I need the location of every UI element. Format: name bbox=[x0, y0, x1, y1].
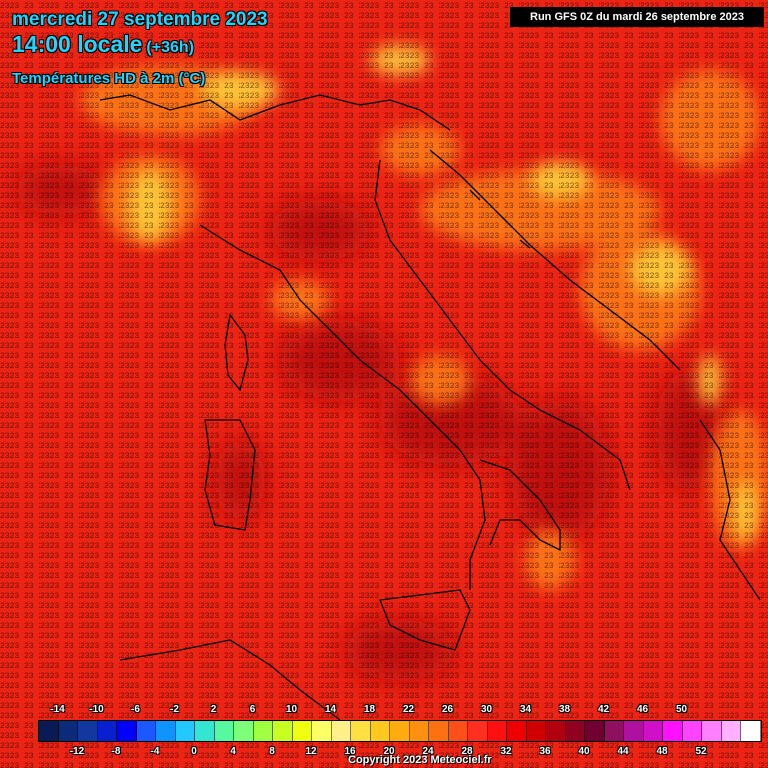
scale-label-top: 42 bbox=[597, 704, 610, 715]
scale-label-bottom: 0 bbox=[191, 746, 197, 757]
scale-swatch bbox=[175, 721, 195, 741]
scale-swatch bbox=[526, 721, 546, 741]
scale-swatch bbox=[507, 721, 527, 741]
scale-label-bottom: 40 bbox=[578, 746, 590, 757]
scale-label-top: -6 bbox=[131, 704, 140, 715]
copyright-text: Copyright 2023 Meteociel.fr bbox=[348, 754, 492, 766]
color-scale bbox=[38, 720, 762, 742]
scale-label-bottom: 44 bbox=[617, 746, 629, 757]
scale-swatch bbox=[195, 721, 215, 741]
scale-swatch bbox=[624, 721, 644, 741]
scale-label-top: -14 bbox=[50, 704, 65, 715]
scale-label-top: 38 bbox=[558, 704, 571, 715]
scale-label-top: 14 bbox=[324, 704, 337, 715]
scale-label-bottom: 28 bbox=[461, 746, 473, 757]
scale-label-bottom: -8 bbox=[111, 746, 121, 757]
scale-label-bottom: 48 bbox=[656, 746, 668, 757]
scale-label-top: -10 bbox=[89, 704, 104, 715]
scale-swatch bbox=[604, 721, 624, 741]
scale-swatch bbox=[390, 721, 410, 741]
scale-label-bottom: 24 bbox=[422, 746, 434, 757]
scale-swatch bbox=[702, 721, 722, 741]
scale-swatch bbox=[487, 721, 507, 741]
scale-swatch bbox=[721, 721, 741, 741]
scale-swatch bbox=[312, 721, 332, 741]
forecast-offset: (+36h) bbox=[146, 39, 194, 56]
scale-swatch bbox=[682, 721, 702, 741]
scale-swatch bbox=[117, 721, 137, 741]
scale-label-top: 2 bbox=[210, 704, 217, 715]
scale-swatch bbox=[273, 721, 293, 741]
scale-label-top: 26 bbox=[441, 704, 454, 715]
scale-swatch bbox=[58, 721, 78, 741]
scale-swatch bbox=[565, 721, 585, 741]
scale-label-bottom: 32 bbox=[500, 746, 512, 757]
scale-label-bottom: 20 bbox=[383, 746, 395, 757]
scale-swatch bbox=[136, 721, 156, 741]
scale-swatch bbox=[253, 721, 273, 741]
scale-label-top: 6 bbox=[249, 704, 256, 715]
forecast-time-label: 14:00 locale bbox=[12, 31, 143, 57]
scale-swatch bbox=[448, 721, 468, 741]
scale-swatch bbox=[546, 721, 566, 741]
scale-label-bottom: 16 bbox=[344, 746, 356, 757]
scale-swatch bbox=[331, 721, 351, 741]
forecast-time: 14:00 locale (+36h) bbox=[12, 31, 194, 58]
scale-swatch bbox=[663, 721, 683, 741]
scale-label-top: 50 bbox=[675, 704, 688, 715]
scale-swatch bbox=[468, 721, 488, 741]
scale-label-bottom: -4 bbox=[150, 746, 160, 757]
scale-label-bottom: 52 bbox=[695, 746, 707, 757]
scale-label-top: 18 bbox=[363, 704, 376, 715]
coastlines bbox=[99, 94, 761, 721]
scale-swatch bbox=[741, 721, 761, 741]
forecast-date: mercredi 27 septembre 2023 bbox=[12, 9, 268, 30]
parameter-label: Températures HD à 2m (°C) bbox=[12, 70, 206, 87]
scale-swatch bbox=[409, 721, 429, 741]
scale-label-top: 30 bbox=[480, 704, 493, 715]
scale-swatch bbox=[78, 721, 98, 741]
scale-label-top: 34 bbox=[519, 704, 532, 715]
scale-label-top: 46 bbox=[636, 704, 649, 715]
scale-swatch bbox=[643, 721, 663, 741]
run-info: Run GFS 0Z du mardi 26 septembre 2023 bbox=[510, 7, 764, 27]
scale-label-bottom: 12 bbox=[305, 746, 317, 757]
scale-swatch bbox=[292, 721, 312, 741]
scale-swatch bbox=[429, 721, 449, 741]
scale-swatch bbox=[351, 721, 371, 741]
scale-label-bottom: 4 bbox=[230, 746, 236, 757]
scale-label-top: 10 bbox=[285, 704, 298, 715]
scale-swatch bbox=[234, 721, 254, 741]
scale-swatch bbox=[97, 721, 117, 741]
scale-label-bottom: 8 bbox=[269, 746, 275, 757]
scale-label-top: 22 bbox=[402, 704, 415, 715]
scale-swatch bbox=[214, 721, 234, 741]
scale-label-bottom: -12 bbox=[69, 746, 85, 757]
scale-label-top: -2 bbox=[170, 704, 179, 715]
scale-label-bottom: 36 bbox=[539, 746, 551, 757]
scale-swatch bbox=[39, 721, 59, 741]
scale-swatch bbox=[585, 721, 605, 741]
scale-swatch bbox=[156, 721, 176, 741]
scale-swatch bbox=[370, 721, 390, 741]
